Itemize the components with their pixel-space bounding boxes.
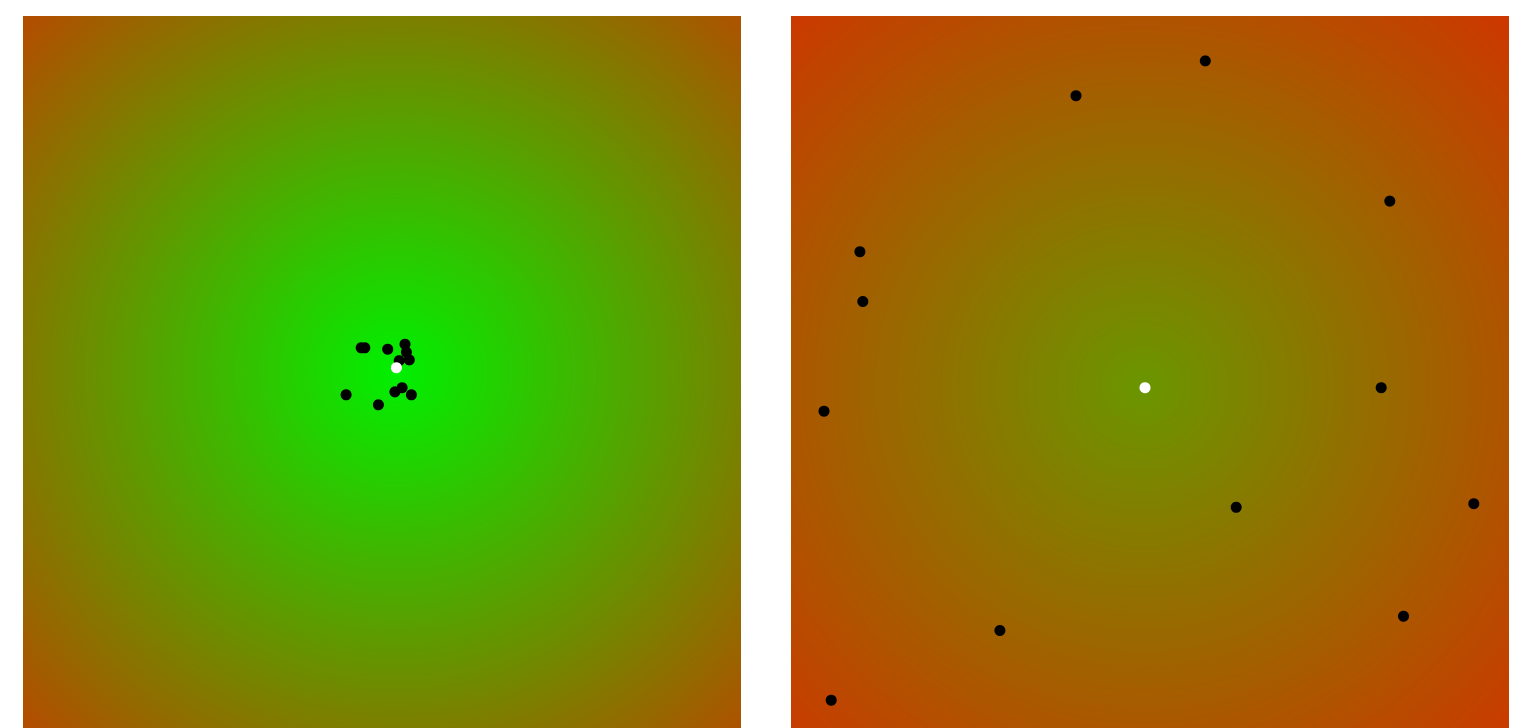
data-point-8 (1230, 501, 1242, 513)
data-point-2 (1199, 55, 1211, 67)
data-point-3 (382, 343, 394, 355)
data-point-1 (1070, 90, 1082, 102)
data-point-6 (403, 354, 415, 366)
right-scatter (791, 16, 1509, 728)
data-point-3 (1384, 195, 1396, 207)
data-point-11 (396, 382, 408, 394)
left-scatter (23, 16, 741, 728)
data-point-9 (372, 399, 384, 411)
data-point-8 (340, 389, 352, 401)
data-point-2 (359, 342, 371, 354)
left-panel-clustered (23, 16, 741, 728)
gradient-background (23, 16, 741, 728)
focus-point (390, 362, 402, 374)
right-panel-dispersed (791, 16, 1509, 728)
data-point-10 (1398, 610, 1409, 622)
data-point-7 (818, 405, 830, 417)
focus-point (1139, 382, 1151, 394)
data-point-9 (1468, 498, 1480, 510)
data-point-12 (825, 694, 837, 706)
data-point-5 (857, 296, 869, 307)
data-point-11 (994, 625, 1006, 636)
data-point-4 (854, 246, 866, 258)
data-point-12 (405, 389, 417, 401)
data-point-6 (1375, 382, 1387, 394)
gradient-background (791, 16, 1509, 728)
